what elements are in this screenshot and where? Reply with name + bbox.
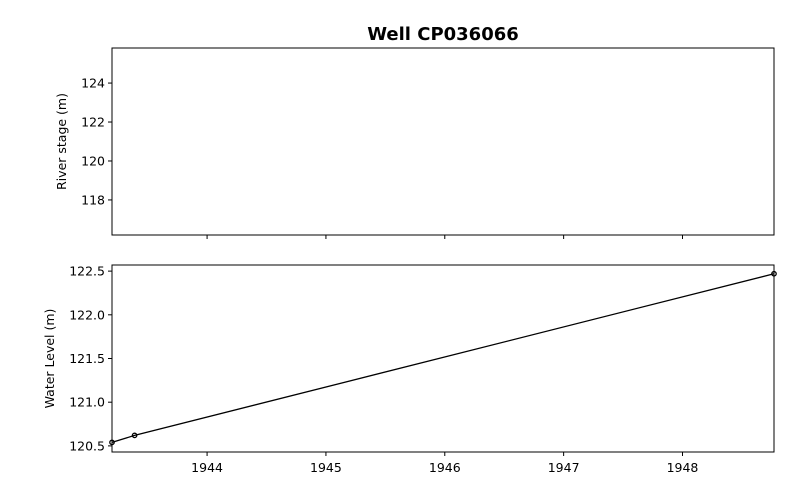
water-level-x-tick-label: 1946 xyxy=(429,460,461,475)
water-level-series xyxy=(109,270,777,446)
water-level-x-tick-label: 1948 xyxy=(667,460,699,475)
water-level-y-ticks: 120.5 121.0 121.5 122.0 122.5 xyxy=(69,264,112,453)
river-stage-y-tick-label: 124 xyxy=(81,76,105,91)
river-stage-y-tick-label: 118 xyxy=(81,192,105,207)
water-level-x-tick-label: 1944 xyxy=(191,460,223,475)
river-stage-plot-area xyxy=(111,47,775,236)
chart-title: Well CP036066 xyxy=(367,24,519,45)
water-level-data-point xyxy=(771,270,777,277)
river-stage-y-tick-label: 122 xyxy=(81,115,105,130)
water-level-y-tick-label: 121.0 xyxy=(69,395,105,410)
river-stage-y-ticks: 118 120 122 124 xyxy=(81,76,112,207)
water-level-y-tick-label: 122.0 xyxy=(69,307,105,322)
river-stage-y-tick-label: 120 xyxy=(81,153,105,168)
water-level-x-tick-label: 1945 xyxy=(310,460,342,475)
water-level-data-point xyxy=(131,432,138,439)
water-level-x-ticks: 1944 1945 1946 1947 1948 xyxy=(191,452,698,475)
water-level-y-axis-label: Water Level (m) xyxy=(42,309,57,409)
water-level-series-line xyxy=(111,273,775,444)
river-stage-y-axis-label: River stage (m) xyxy=(54,93,69,190)
water-level-y-tick-label: 122.5 xyxy=(69,264,105,279)
water-level-plot-area xyxy=(111,264,775,453)
water-level-y-tick-label: 120.5 xyxy=(69,438,105,453)
water-level-y-tick-label: 121.5 xyxy=(69,351,105,366)
river-stage-x-ticks xyxy=(206,235,683,239)
river-stage-panel: 118 120 122 124 River stage (m) xyxy=(54,47,775,239)
water-level-data-point xyxy=(109,439,115,446)
water-level-x-tick-label: 1947 xyxy=(548,460,580,475)
